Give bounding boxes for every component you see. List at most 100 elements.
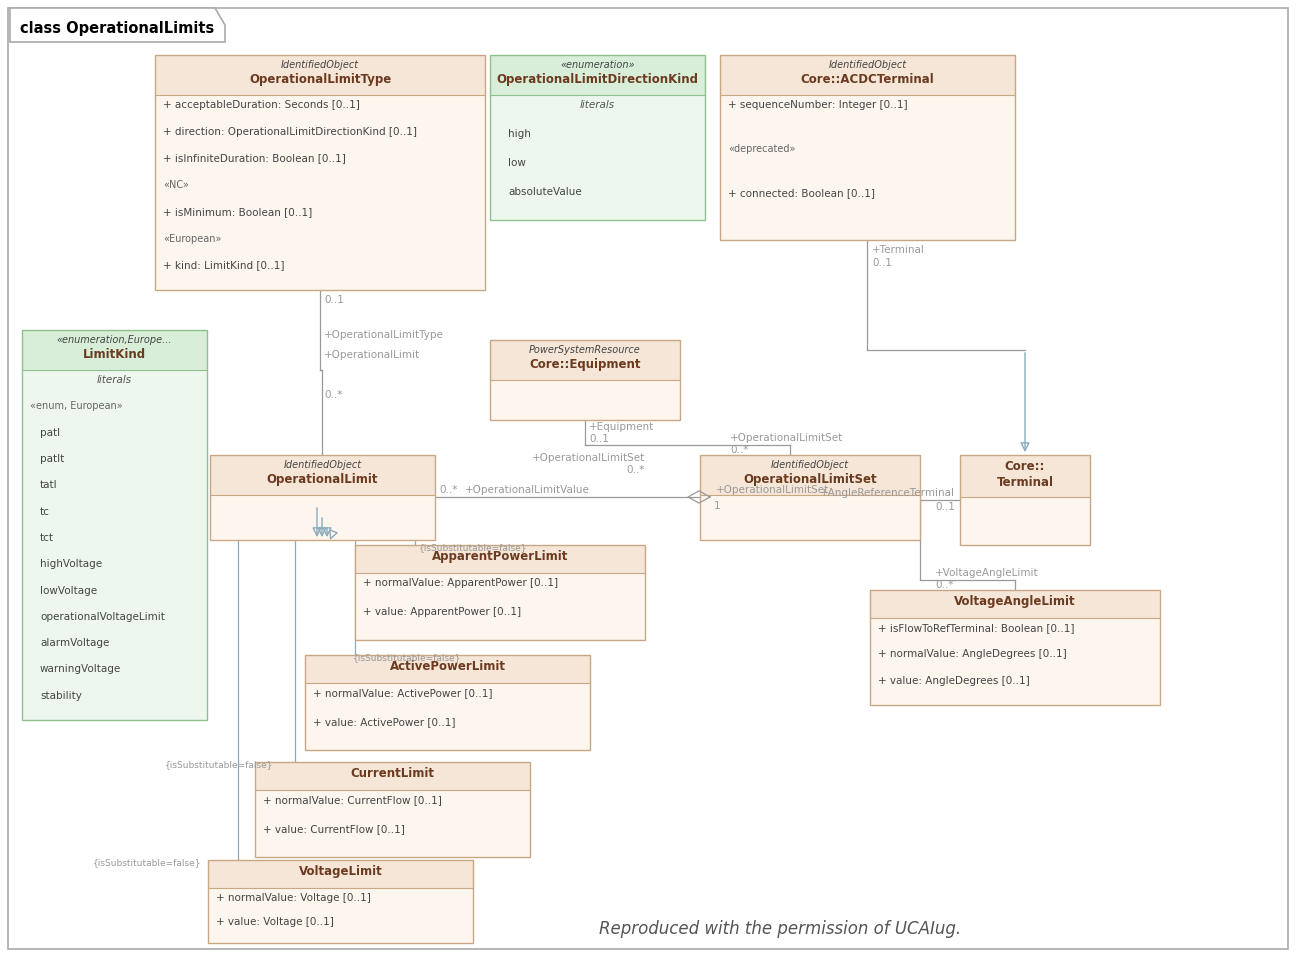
Text: IdentifiedObject: IdentifiedObject: [284, 460, 362, 470]
Bar: [255, 762, 530, 857]
Text: tct: tct: [40, 533, 54, 543]
Text: «enum, European»: «enum, European»: [30, 401, 123, 412]
Bar: [210, 495, 435, 540]
Bar: [700, 495, 920, 540]
Text: ApparentPowerLimit: ApparentPowerLimit: [432, 550, 568, 563]
Bar: [721, 55, 1015, 95]
Text: stability: stability: [40, 691, 82, 701]
Bar: [355, 545, 645, 640]
Text: + sequenceNumber: Integer [0..1]: + sequenceNumber: Integer [0..1]: [728, 100, 907, 110]
Text: «European»: «European»: [163, 234, 222, 244]
Bar: [721, 95, 1015, 240]
Bar: [490, 380, 680, 420]
Text: high: high: [508, 129, 531, 139]
Bar: [207, 888, 473, 943]
Text: 0..*: 0..*: [324, 390, 342, 400]
Text: +OperationalLimitType: +OperationalLimitType: [324, 330, 443, 340]
Text: literals: literals: [97, 375, 132, 385]
Text: 0..1: 0..1: [588, 434, 609, 444]
Text: + normalValue: AngleDegrees [0..1]: + normalValue: AngleDegrees [0..1]: [877, 650, 1067, 659]
Text: 0..1: 0..1: [324, 295, 343, 305]
Bar: [960, 497, 1090, 545]
Text: + value: AngleDegrees [0..1]: + value: AngleDegrees [0..1]: [877, 676, 1030, 686]
Bar: [207, 860, 473, 888]
Text: IdentifiedObject: IdentifiedObject: [281, 60, 359, 70]
Text: IdentifiedObject: IdentifiedObject: [771, 460, 849, 470]
Text: + normalValue: ApparentPower [0..1]: + normalValue: ApparentPower [0..1]: [363, 578, 559, 588]
Text: LimitKind: LimitKind: [83, 348, 146, 361]
Text: ActivePowerLimit: ActivePowerLimit: [390, 660, 505, 673]
Text: patl: patl: [40, 428, 60, 437]
Text: PowerSystemResource: PowerSystemResource: [529, 345, 642, 355]
Text: absoluteValue: absoluteValue: [508, 188, 582, 197]
Text: +VoltageAngleLimit: +VoltageAngleLimit: [934, 568, 1038, 578]
Text: class OperationalLimits: class OperationalLimits: [19, 20, 214, 35]
Bar: [870, 618, 1160, 705]
Text: operationalVoltageLimit: operationalVoltageLimit: [40, 612, 165, 622]
Text: Core::
Terminal: Core:: Terminal: [997, 460, 1054, 489]
Text: {isSubstitutable=false}: {isSubstitutable=false}: [353, 653, 461, 662]
Bar: [490, 95, 705, 220]
Bar: [22, 370, 207, 720]
Text: +Terminal: +Terminal: [872, 245, 925, 255]
Text: Core::ACDCTerminal: Core::ACDCTerminal: [801, 73, 934, 86]
Text: Core::Equipment: Core::Equipment: [529, 358, 640, 371]
Text: + isMinimum: Boolean [0..1]: + isMinimum: Boolean [0..1]: [163, 207, 312, 217]
Text: +OperationalLimit: +OperationalLimit: [324, 350, 420, 360]
Bar: [721, 55, 1015, 240]
Bar: [960, 455, 1090, 545]
Text: + normalValue: ActivePower [0..1]: + normalValue: ActivePower [0..1]: [314, 688, 492, 698]
Text: OperationalLimit: OperationalLimit: [267, 473, 378, 486]
Bar: [355, 545, 645, 573]
Text: + kind: LimitKind [0..1]: + kind: LimitKind [0..1]: [163, 260, 285, 270]
Text: + normalValue: Voltage [0..1]: + normalValue: Voltage [0..1]: [216, 893, 371, 903]
Text: +OperationalLimitSet: +OperationalLimitSet: [715, 485, 829, 495]
Text: 0..*: 0..*: [730, 445, 748, 455]
Bar: [305, 655, 590, 750]
Text: + isInfiniteDuration: Boolean [0..1]: + isInfiniteDuration: Boolean [0..1]: [163, 153, 346, 164]
Bar: [490, 55, 705, 95]
Text: + value: Voltage [0..1]: + value: Voltage [0..1]: [216, 917, 334, 927]
Text: + normalValue: CurrentFlow [0..1]: + normalValue: CurrentFlow [0..1]: [263, 795, 442, 805]
Bar: [490, 340, 680, 420]
Text: {isSubstitutable=false}: {isSubstitutable=false}: [93, 858, 201, 867]
Text: «enumeration,Europe...: «enumeration,Europe...: [57, 335, 172, 345]
Text: +OperationalLimitSet: +OperationalLimitSet: [730, 433, 844, 443]
Bar: [490, 340, 680, 380]
Bar: [305, 683, 590, 750]
Polygon shape: [10, 8, 226, 42]
Text: «deprecated»: «deprecated»: [728, 144, 796, 154]
Text: low: low: [508, 158, 526, 168]
Bar: [255, 790, 530, 857]
Bar: [960, 455, 1090, 497]
Text: + connected: Boolean [0..1]: + connected: Boolean [0..1]: [728, 188, 875, 198]
Text: «enumeration»: «enumeration»: [560, 60, 635, 70]
Text: +Equipment: +Equipment: [588, 422, 654, 432]
Bar: [305, 655, 590, 683]
Text: 0..*: 0..*: [627, 465, 645, 475]
Bar: [156, 55, 485, 290]
Text: literals: literals: [579, 100, 616, 110]
Bar: [870, 590, 1160, 618]
Bar: [22, 330, 207, 720]
Bar: [870, 590, 1160, 705]
Text: +OperationalLimitSet: +OperationalLimitSet: [531, 453, 645, 463]
Text: lowVoltage: lowVoltage: [40, 586, 97, 595]
Text: {isSubstitutable=false}: {isSubstitutable=false}: [419, 543, 527, 552]
Text: + isFlowToRefTerminal: Boolean [0..1]: + isFlowToRefTerminal: Boolean [0..1]: [877, 623, 1074, 633]
Text: 0..*: 0..*: [934, 580, 954, 590]
Bar: [210, 455, 435, 540]
Text: + value: ActivePower [0..1]: + value: ActivePower [0..1]: [314, 717, 455, 727]
Bar: [255, 762, 530, 790]
Text: +OperationalLimitValue: +OperationalLimitValue: [465, 485, 590, 495]
Bar: [207, 860, 473, 943]
Text: + value: ApparentPower [0..1]: + value: ApparentPower [0..1]: [363, 607, 521, 617]
Text: tc: tc: [40, 506, 49, 517]
Text: warningVoltage: warningVoltage: [40, 664, 122, 675]
Text: VoltageLimit: VoltageLimit: [298, 865, 382, 878]
Text: IdentifiedObject: IdentifiedObject: [828, 60, 907, 70]
Bar: [490, 55, 705, 220]
Text: 0..*: 0..*: [439, 485, 457, 495]
Text: + value: CurrentFlow [0..1]: + value: CurrentFlow [0..1]: [263, 824, 404, 835]
Text: VoltageAngleLimit: VoltageAngleLimit: [954, 595, 1076, 608]
